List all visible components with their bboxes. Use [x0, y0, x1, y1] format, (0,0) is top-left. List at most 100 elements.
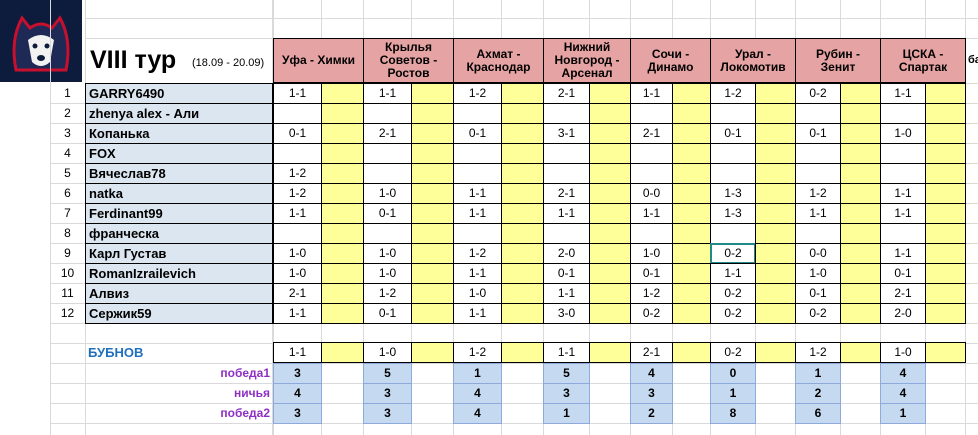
score-cell: 1-1 — [453, 203, 502, 224]
yellow-cell — [589, 143, 631, 164]
score-cell: 0-1 — [543, 263, 590, 284]
stat-value: 3 — [363, 383, 412, 404]
yellow-cell — [672, 283, 711, 304]
score-cell — [795, 223, 841, 244]
score-cell: 2-1 — [543, 183, 590, 204]
yellow-cell — [501, 83, 544, 104]
yellow-cell — [925, 163, 966, 184]
expert-name: БУБНОВ — [88, 345, 144, 360]
match-header: Уфа - Химки — [273, 38, 364, 83]
yellow-cell — [755, 263, 796, 284]
yellow-cell — [755, 103, 796, 124]
yellow-cell — [672, 183, 711, 204]
score-cell: 1-1 — [543, 283, 590, 304]
round-dates: (18.09 - 20.09) — [192, 56, 265, 69]
stat-value: 4 — [453, 403, 502, 424]
yellow-cell — [925, 283, 966, 304]
yellow-cell — [321, 342, 364, 363]
player-name: natka — [85, 183, 273, 204]
grid-line — [50, 403, 978, 404]
yellow-cell — [755, 123, 796, 144]
player-name: Алвиз — [85, 283, 273, 304]
player-name: GARRY6490 — [85, 83, 273, 104]
score-cell: 0-1 — [710, 123, 756, 144]
yellow-cell — [925, 342, 966, 363]
score-cell: 0-2 — [795, 83, 841, 104]
yellow-cell — [411, 163, 454, 184]
stat-value: 8 — [710, 403, 756, 424]
stat-value: 4 — [273, 383, 322, 404]
stat-value: 4 — [880, 363, 926, 384]
yellow-cell — [501, 283, 544, 304]
yellow-cell — [589, 283, 631, 304]
yellow-cell — [501, 203, 544, 224]
score-cell — [795, 163, 841, 184]
score-cell: 1-2 — [795, 183, 841, 204]
yellow-cell — [840, 103, 881, 124]
score-cell — [543, 143, 590, 164]
score-cell: 0-1 — [630, 263, 673, 284]
score-cell: 1-1 — [880, 83, 926, 104]
yellow-cell — [672, 143, 711, 164]
row-number: 8 — [64, 225, 71, 240]
stat-value: 0 — [710, 363, 756, 384]
yellow-cell — [411, 263, 454, 284]
yellow-cell — [840, 342, 881, 363]
score-cell — [273, 143, 322, 164]
yellow-cell — [321, 163, 364, 184]
yellow-cell — [501, 143, 544, 164]
yellow-cell — [755, 243, 796, 264]
yellow-cell — [589, 203, 631, 224]
score-cell — [453, 223, 502, 244]
yellow-cell — [589, 83, 631, 104]
yellow-cell — [321, 283, 364, 304]
stat-value: 4 — [630, 363, 673, 384]
score-cell: 0-2 — [710, 243, 756, 264]
yellow-cell — [840, 243, 881, 264]
yellow-cell — [411, 183, 454, 204]
yellow-cell — [589, 263, 631, 284]
score-cell — [453, 143, 502, 164]
yellow-cell — [411, 223, 454, 244]
yellow-cell — [755, 303, 796, 324]
player-name: Вячеслав78 — [85, 163, 273, 184]
score-cell: 2-1 — [630, 123, 673, 144]
score-cell — [363, 163, 412, 184]
score-cell: 1-0 — [363, 243, 412, 264]
yellow-cell — [589, 103, 631, 124]
score-cell: 1-1 — [543, 203, 590, 224]
score-cell: 2-0 — [880, 303, 926, 324]
yellow-cell — [925, 263, 966, 284]
match-header: Нижний Новгород - Арсенал — [543, 38, 631, 83]
yellow-cell — [672, 243, 711, 264]
player-name: франческа — [85, 223, 273, 244]
yellow-cell — [501, 223, 544, 244]
yellow-cell — [501, 103, 544, 124]
score-cell — [880, 143, 926, 164]
score-cell: 0-2 — [710, 283, 756, 304]
score-cell: 1-3 — [710, 203, 756, 224]
score-cell: 0-1 — [795, 123, 841, 144]
score-cell: 1-1 — [273, 303, 322, 324]
stat-value: 2 — [795, 383, 841, 404]
score-cell — [543, 163, 590, 184]
stat-label: победа1 — [220, 365, 270, 380]
row-number: 2 — [64, 105, 71, 120]
yellow-cell — [840, 303, 881, 324]
score-cell — [710, 103, 756, 124]
yellow-cell — [672, 263, 711, 284]
yellow-cell — [589, 243, 631, 264]
score-cell: 1-2 — [710, 83, 756, 104]
yellow-cell — [672, 203, 711, 224]
yellow-cell — [840, 203, 881, 224]
score-cell — [710, 143, 756, 164]
yellow-cell — [755, 342, 796, 363]
score-cell — [880, 103, 926, 124]
yellow-cell — [411, 342, 454, 363]
score-cell: 1-2 — [453, 243, 502, 264]
yellow-cell — [411, 103, 454, 124]
yellow-cell — [321, 303, 364, 324]
stat-value: 3 — [273, 363, 322, 384]
yellow-cell — [589, 163, 631, 184]
